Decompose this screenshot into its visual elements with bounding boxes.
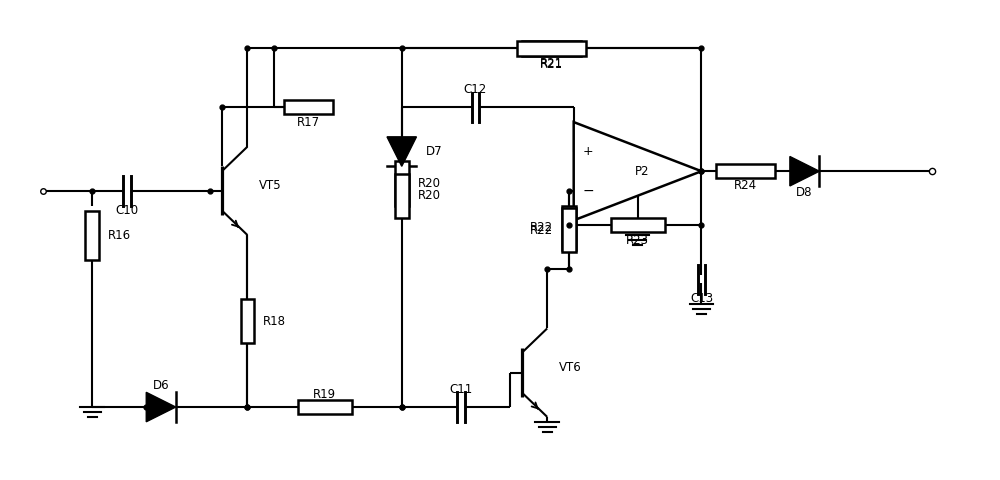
Text: R24: R24 xyxy=(734,180,757,192)
Bar xyxy=(284,100,333,114)
Bar xyxy=(562,208,576,252)
Text: D8: D8 xyxy=(796,186,813,199)
Text: VT6: VT6 xyxy=(559,361,582,374)
Text: R18: R18 xyxy=(263,314,286,327)
Text: R22: R22 xyxy=(530,221,553,234)
Text: D7: D7 xyxy=(426,145,443,158)
Text: VT5: VT5 xyxy=(259,180,282,192)
Bar xyxy=(517,41,586,56)
Text: R17: R17 xyxy=(297,116,320,129)
Text: R16: R16 xyxy=(108,228,131,241)
Bar xyxy=(562,205,576,250)
Bar xyxy=(522,41,581,56)
Text: C13: C13 xyxy=(690,292,713,305)
Text: R20: R20 xyxy=(417,177,440,190)
Text: R23: R23 xyxy=(626,233,649,247)
Polygon shape xyxy=(790,156,819,186)
Polygon shape xyxy=(387,137,416,166)
Text: −: − xyxy=(583,184,594,198)
Polygon shape xyxy=(574,122,701,220)
Bar xyxy=(85,211,99,260)
Text: C10: C10 xyxy=(115,204,138,217)
Bar xyxy=(395,174,409,218)
Bar xyxy=(241,299,254,343)
Bar xyxy=(611,218,665,232)
Text: +: + xyxy=(583,145,594,158)
Text: P2: P2 xyxy=(635,165,650,178)
Text: R19: R19 xyxy=(313,388,336,401)
Text: R22: R22 xyxy=(530,224,553,237)
Text: R21: R21 xyxy=(540,57,563,70)
Text: D6: D6 xyxy=(153,379,169,392)
Polygon shape xyxy=(146,392,176,422)
Text: C11: C11 xyxy=(449,383,472,396)
Text: R21: R21 xyxy=(540,58,563,71)
Text: R20: R20 xyxy=(417,189,440,202)
Bar xyxy=(298,400,352,414)
Text: C12: C12 xyxy=(464,83,487,96)
Bar xyxy=(716,164,775,178)
Bar xyxy=(395,161,409,205)
